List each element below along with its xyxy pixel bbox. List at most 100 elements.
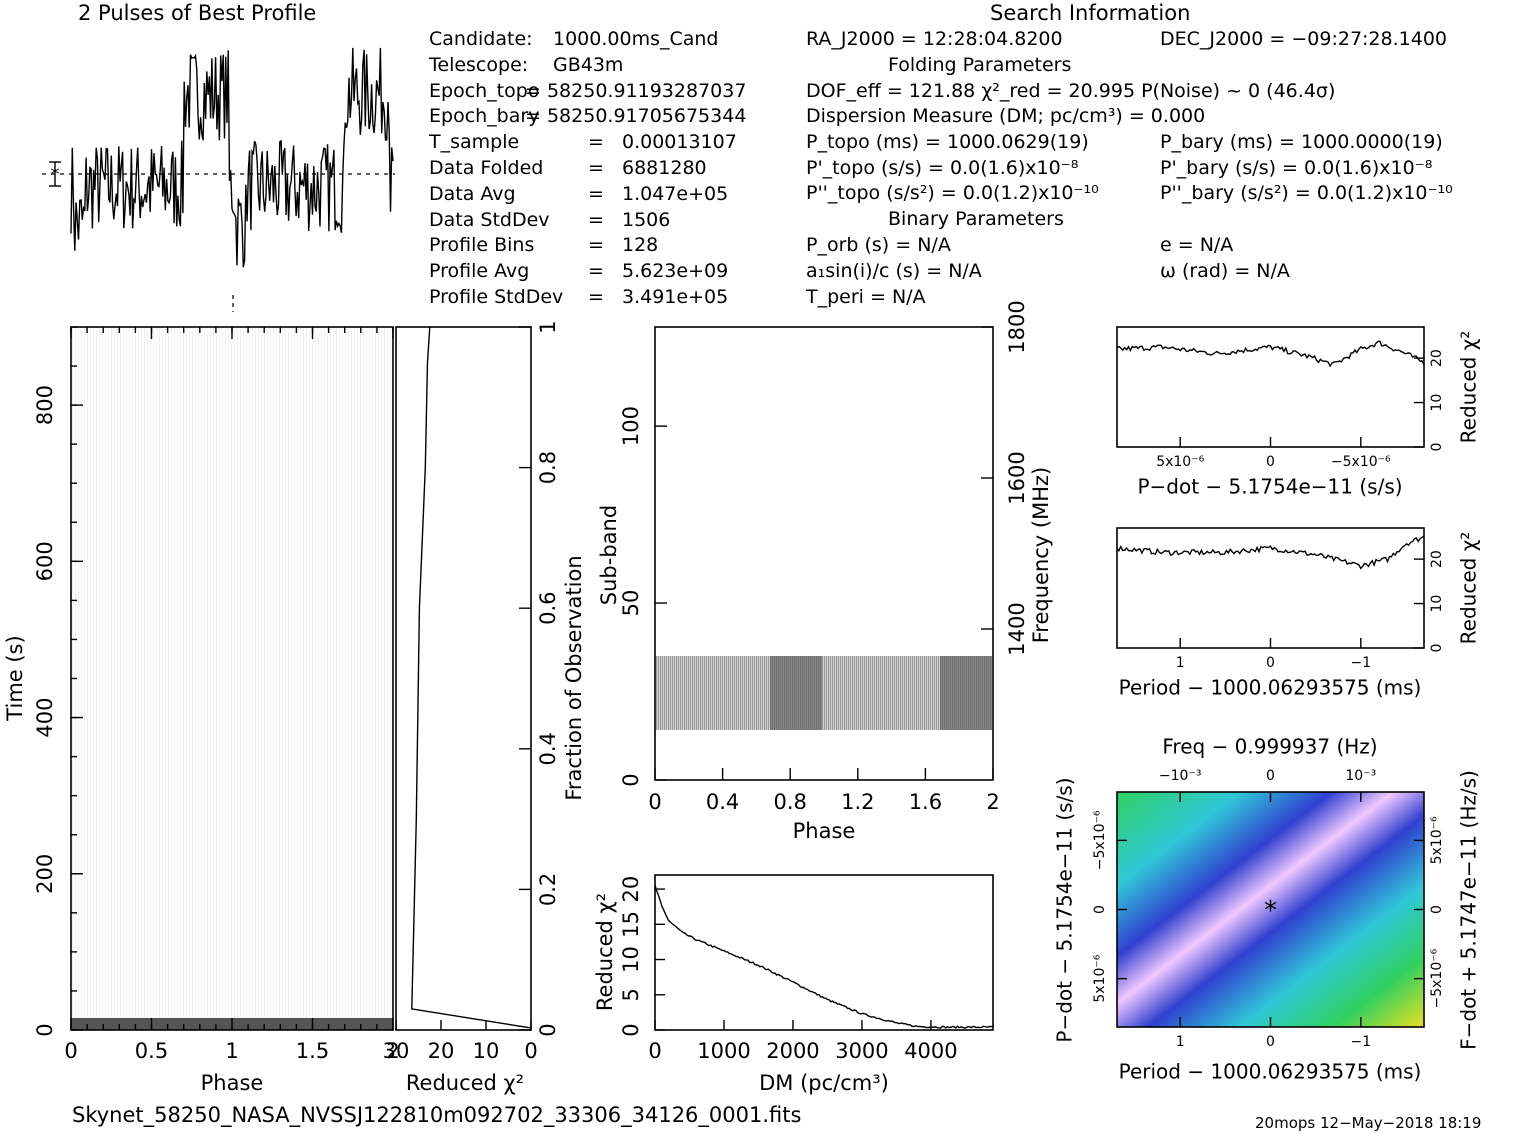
- y-tick-label: 20: [1429, 550, 1445, 568]
- y-tick-label: 0.4: [536, 732, 560, 765]
- a1sini-value: a₁sin(i)/c (s) = N/A: [806, 260, 982, 282]
- dm-chi2-ylabel: Reduced χ²: [593, 893, 617, 1011]
- profile-title: 2 Pulses of Best Profile: [78, 1, 317, 25]
- time-phase-ylabel: Time (s): [3, 635, 27, 721]
- pddot-topo-value: P''_topo (s/s²) = 0.0(1.2)x10⁻¹⁰: [806, 182, 1099, 204]
- info-value: = 58250.91193287037: [525, 79, 747, 102]
- subband-active-region: [655, 656, 992, 730]
- info-equals: =: [588, 286, 604, 308]
- y-tick-label: 0: [1429, 443, 1445, 452]
- ra-value: RA_J2000 = 12:28:04.8200: [806, 28, 1063, 50]
- x-tick-label: 1000: [697, 1039, 750, 1063]
- x2-tick-label: −10⁻³: [1159, 768, 1202, 784]
- dm-value: Dispersion Measure (DM; pc/cm³) = 0.000: [806, 105, 1206, 127]
- pdot_chi2-line: [1116, 340, 1425, 368]
- info-label: T_sample: [429, 131, 520, 154]
- x-tick-label: −1: [1350, 1034, 1371, 1050]
- y-tick-label: 20: [1429, 349, 1445, 367]
- info-value: 5.623e+09: [622, 260, 729, 283]
- info-equals: =: [588, 260, 604, 283]
- profile-line: [70, 47, 394, 268]
- time-chi2-frame: [395, 326, 532, 1031]
- info-value: 3.491e+05: [622, 286, 729, 308]
- x-tick-label: 0: [1266, 1034, 1275, 1050]
- x-tick-label: −5x10⁻⁶: [1331, 454, 1391, 470]
- y-tick-label: 0: [619, 773, 643, 786]
- y-tick-label: −5x10⁻⁶: [1092, 810, 1108, 870]
- run-stamp: 20mops 12−May−2018 18:19: [1255, 1114, 1482, 1132]
- x-tick-label: 1: [1176, 1034, 1185, 1050]
- info-label: Candidate:: [429, 28, 533, 50]
- info-equals: =: [588, 157, 604, 179]
- dm-chi2-frame: [654, 874, 994, 1031]
- info-label: Data Folded: [429, 157, 544, 179]
- y-tick-label: 800: [33, 385, 57, 425]
- period_chi2-xlabel: Period − 1000.06293575 (ms): [1119, 676, 1422, 700]
- x-tick-label: 0: [648, 1039, 661, 1063]
- y2-tick-label: −5x10⁻⁶: [1429, 948, 1445, 1008]
- p-pdot-xlabel: Period − 1000.06293575 (ms): [1119, 1060, 1422, 1084]
- y-tick-label: 20: [619, 876, 643, 903]
- period_chi2-line: [1116, 535, 1425, 570]
- info-label: Epoch_bary: [429, 105, 540, 128]
- info-equals: =: [588, 131, 604, 154]
- x-tick-label: 1.6: [909, 790, 942, 814]
- y-tick-label: 0: [1092, 905, 1108, 914]
- y-tick-label: 0: [33, 1023, 57, 1036]
- subband-pulse-1: [770, 656, 822, 730]
- x-tick-label: 5x10⁻⁶: [1156, 454, 1204, 470]
- x-tick-label: 0: [1266, 454, 1275, 470]
- pdot-bary-value: P'_bary (s/s) = 0.0(1.6)x10⁻⁸: [1160, 157, 1433, 179]
- x-tick-label: 0.4: [706, 790, 739, 814]
- y-tick-label: 100: [619, 406, 643, 446]
- tperi-value: T_peri = N/A: [806, 286, 926, 308]
- info-value: 0.00013107: [622, 131, 737, 154]
- fits-filename: Skynet_58250_NASA_NVSSJ122810m092702_333…: [72, 1103, 802, 1127]
- info-value: = 58250.91705675344: [525, 105, 747, 128]
- x-tick-label: 2: [986, 790, 999, 814]
- x-tick-label: 1.2: [841, 790, 874, 814]
- dec-value: DEC_J2000 = −09:27:28.1400: [1160, 28, 1448, 50]
- x2-tick-label: 0: [1266, 768, 1275, 784]
- info-value: 6881280: [622, 157, 707, 179]
- y-tick-label: 10: [1429, 394, 1445, 412]
- profile-errorbar-star: *: [51, 164, 60, 185]
- info-equals: =: [588, 182, 604, 205]
- time-chi2-line: [411, 326, 532, 1029]
- x-tick-label: 0.5: [135, 1039, 168, 1063]
- y-tick-label: 15: [619, 911, 643, 938]
- p-pdot-x2label: Freq − 0.999937 (Hz): [1162, 735, 1377, 759]
- y2-tick-label: 1600: [1005, 451, 1029, 504]
- info-value: 128: [622, 234, 659, 257]
- y2-tick-label: 0: [1429, 905, 1445, 914]
- dm-chi2-line: [654, 884, 993, 1029]
- dm-chi2-xlabel: DM (pc/cm³): [759, 1071, 889, 1095]
- y-tick-label: 400: [33, 698, 57, 738]
- info-value: 1000.00ms_Cand: [553, 28, 719, 50]
- x2-tick-label: 10⁻³: [1345, 768, 1376, 784]
- y2-tick-label: 1400: [1005, 602, 1029, 655]
- pdot_chi2-ylabel: Reduced χ²: [1457, 331, 1481, 444]
- y-tick-label: 10: [619, 946, 643, 973]
- x-tick-label: 1: [225, 1039, 238, 1063]
- x-tick-label: 1: [1176, 655, 1185, 671]
- best-candidate-marker: *: [1264, 896, 1277, 926]
- subband-frame: [654, 326, 994, 781]
- subband-ylabel: Sub-band: [597, 505, 621, 605]
- y-tick-label: 600: [33, 541, 57, 581]
- pdot_chi2-xlabel: P−dot − 5.1754e−11 (s/s): [1137, 475, 1402, 499]
- x-tick-label: 3000: [835, 1039, 888, 1063]
- folding-title: Folding Parameters: [888, 54, 1072, 76]
- info-equals: =: [588, 208, 604, 231]
- y2-tick-label: 5x10⁻⁶: [1429, 816, 1445, 864]
- time-chi2-xlabel: Reduced χ²: [406, 1071, 524, 1095]
- y2-tick-label: 1800: [1005, 300, 1029, 353]
- info-equals: =: [588, 234, 604, 257]
- period_chi2-ylabel: Reduced χ²: [1457, 532, 1481, 645]
- time-phase-heatmap: [71, 327, 393, 1030]
- dof-chi2-value: DOF_eff = 121.88 χ²_red = 20.995 P(Noise…: [806, 80, 1336, 102]
- info-label: Profile Avg: [429, 260, 530, 283]
- x-tick-label: 4000: [904, 1039, 957, 1063]
- x-tick-label: 20: [428, 1039, 455, 1063]
- pdot-topo-value: P'_topo (s/s) = 0.0(1.6)x10⁻⁸: [806, 157, 1079, 179]
